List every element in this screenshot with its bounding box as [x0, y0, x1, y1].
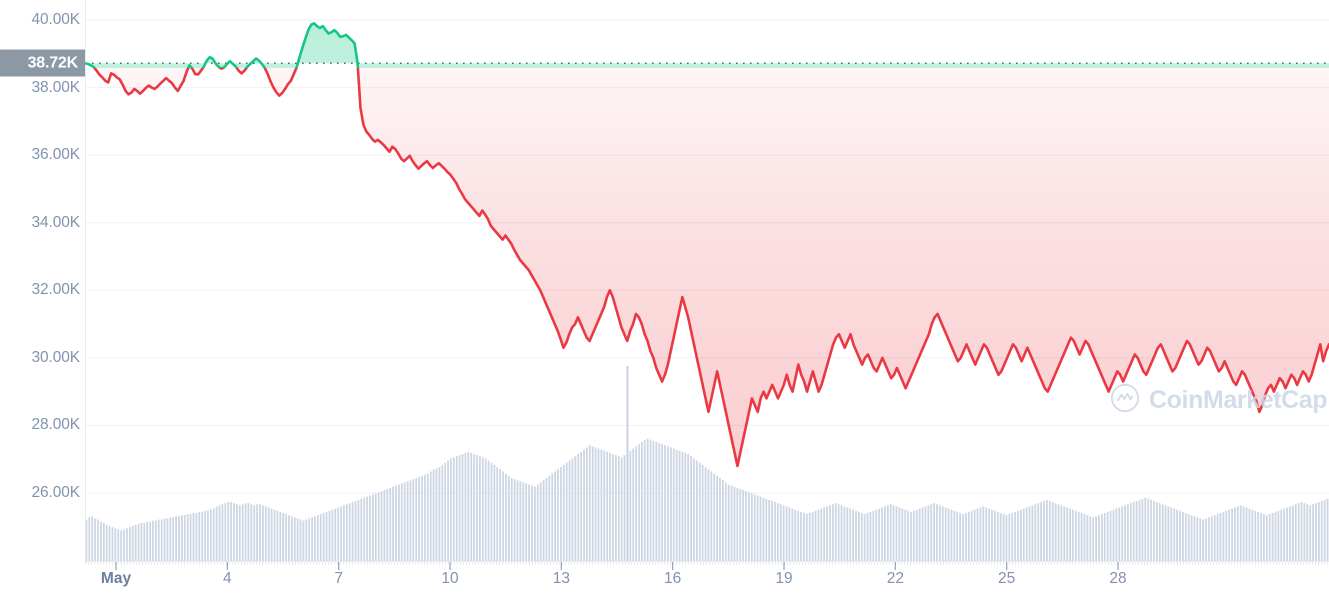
axis-lines: [85, 0, 1329, 565]
y-axis-tick-label: 34.00K: [31, 213, 80, 231]
x-axis-tick-label: 16: [664, 570, 682, 587]
price-line-down: [92, 68, 1329, 468]
x-axis-tick-label: 28: [1109, 570, 1127, 587]
x-axis-tick-label: 10: [441, 570, 459, 587]
x-axis-tick-label: May: [100, 570, 132, 587]
current-price-badge: 38.72K: [0, 49, 85, 77]
current-price-value: 38.72K: [27, 54, 79, 72]
x-axis-tick-label: 22: [886, 570, 904, 587]
x-axis-tick-label: 7: [334, 570, 343, 587]
area-fill-down: [94, 68, 1329, 466]
y-axis-tick-label: 30.00K: [31, 348, 80, 366]
x-axis-tick-marks: [115, 562, 1119, 570]
y-axis-tick-label: 26.00K: [31, 484, 80, 501]
y-axis-labels: 40.00K 38.00K 36.00K 34.00K 32.00K 30.00K 28.0…: [0, 0, 80, 600]
x-axis-tick-label: 4: [223, 570, 232, 587]
x-axis-tick-label: 19: [775, 570, 793, 587]
y-axis-tick-label: 28.00K: [31, 416, 80, 434]
x-axis-tick-label: 25: [998, 570, 1016, 587]
y-axis-tick-label: 40.00K: [31, 11, 80, 28]
x-axis-tick-label: 13: [552, 570, 570, 587]
y-axis-tick-label: 38.00K: [31, 78, 80, 96]
area-fill-up: [85, 23, 1329, 68]
x-axis-labels: May 4 7 10 13 16 19 22 25 28: [0, 570, 1329, 600]
y-axis-tick-label: 32.00K: [31, 281, 80, 299]
y-axis-tick-label: 36.00K: [31, 146, 80, 164]
volume-bars: [85, 366, 1329, 562]
